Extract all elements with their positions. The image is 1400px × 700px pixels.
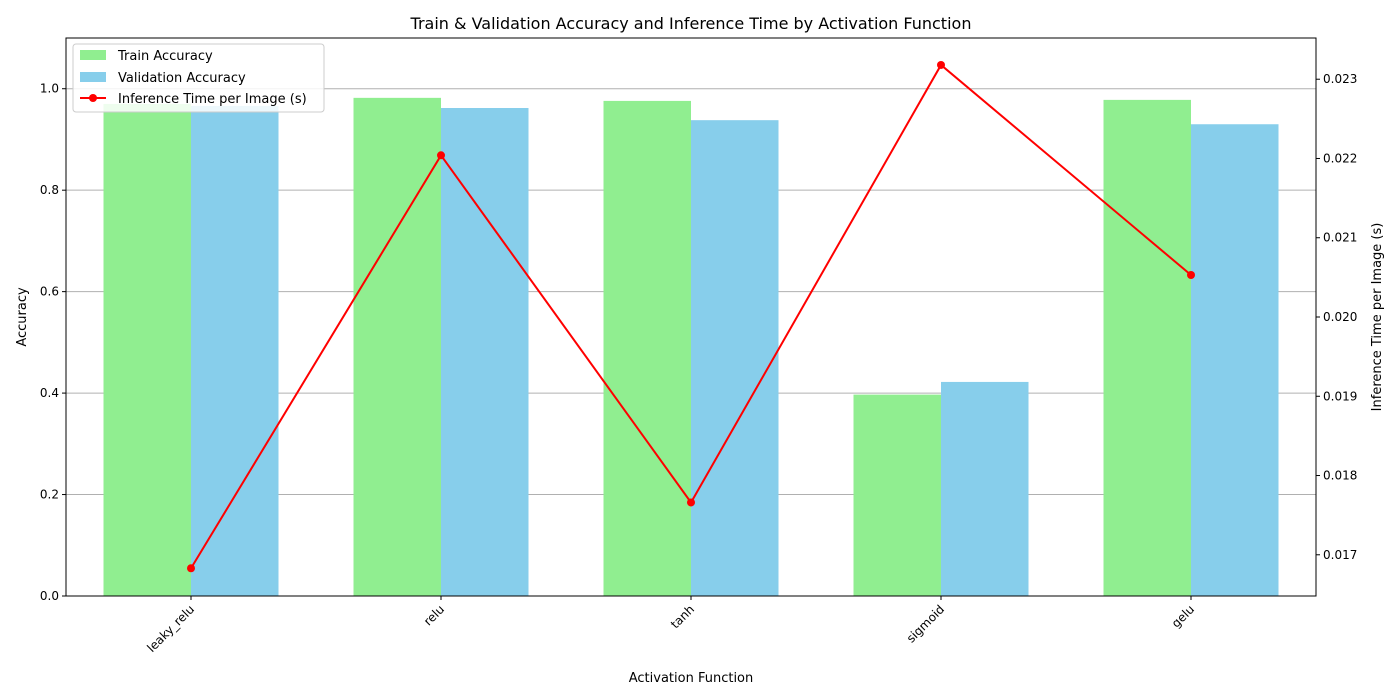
bar-validation-tanh [691,120,779,596]
bar-validation-gelu [1191,124,1279,597]
bar-train-leaky_relu [103,103,191,596]
y-tick-label: 0.4 [40,386,59,400]
x-axis-title: Activation Function [629,671,754,686]
bars [103,97,1279,597]
bar-train-gelu [1103,99,1191,597]
y-tick-label: 0.0 [40,589,59,603]
y-axis-title: Accuracy [15,287,30,347]
y2-tick-label: 0.022 [1323,151,1357,165]
y2-tick-label: 0.023 [1323,72,1357,86]
y2-axis-title: Inference Time per Image (s) [1370,223,1385,412]
y-tick-label: 0.6 [40,285,59,299]
legend-box [72,43,325,113]
inference-point-gelu [1187,270,1195,279]
legend-label-inference: Inference Time per Image (s) [118,92,307,107]
y2-tick-label: 0.017 [1323,548,1357,562]
inference-point-relu [437,151,445,160]
inference-line [187,60,1195,573]
bar-validation-leaky_relu [191,105,279,596]
inference-point-sigmoid [937,60,945,69]
legend-swatch-validation [80,72,106,82]
legend: Train Accuracy Validation Accuracy Infer… [72,43,325,113]
legend-label-train: Train Accuracy [117,49,213,64]
bar-train-sigmoid [853,394,941,596]
bar-train-tanh [603,100,691,596]
inference-point-leaky_relu [187,564,195,573]
y-tick-label: 0.2 [40,488,59,502]
legend-label-validation: Validation Accuracy [118,71,246,86]
bar-validation-sigmoid [941,381,1029,596]
inference-point-tanh [687,498,695,507]
chart-title: Train & Validation Accuracy and Inferenc… [410,14,972,33]
legend-marker-inference [89,94,97,102]
legend-swatch-train [80,50,106,60]
bar-validation-relu [441,108,529,597]
y2-tick-label: 0.018 [1323,469,1357,483]
y-tick-label: 0.8 [40,183,59,197]
y2-tick-label: 0.019 [1323,389,1357,403]
y2-tick-label: 0.021 [1323,231,1357,245]
y-tick-label: 1.0 [40,82,59,96]
bar-train-relu [353,97,441,596]
y2-tick-label: 0.020 [1323,310,1357,324]
